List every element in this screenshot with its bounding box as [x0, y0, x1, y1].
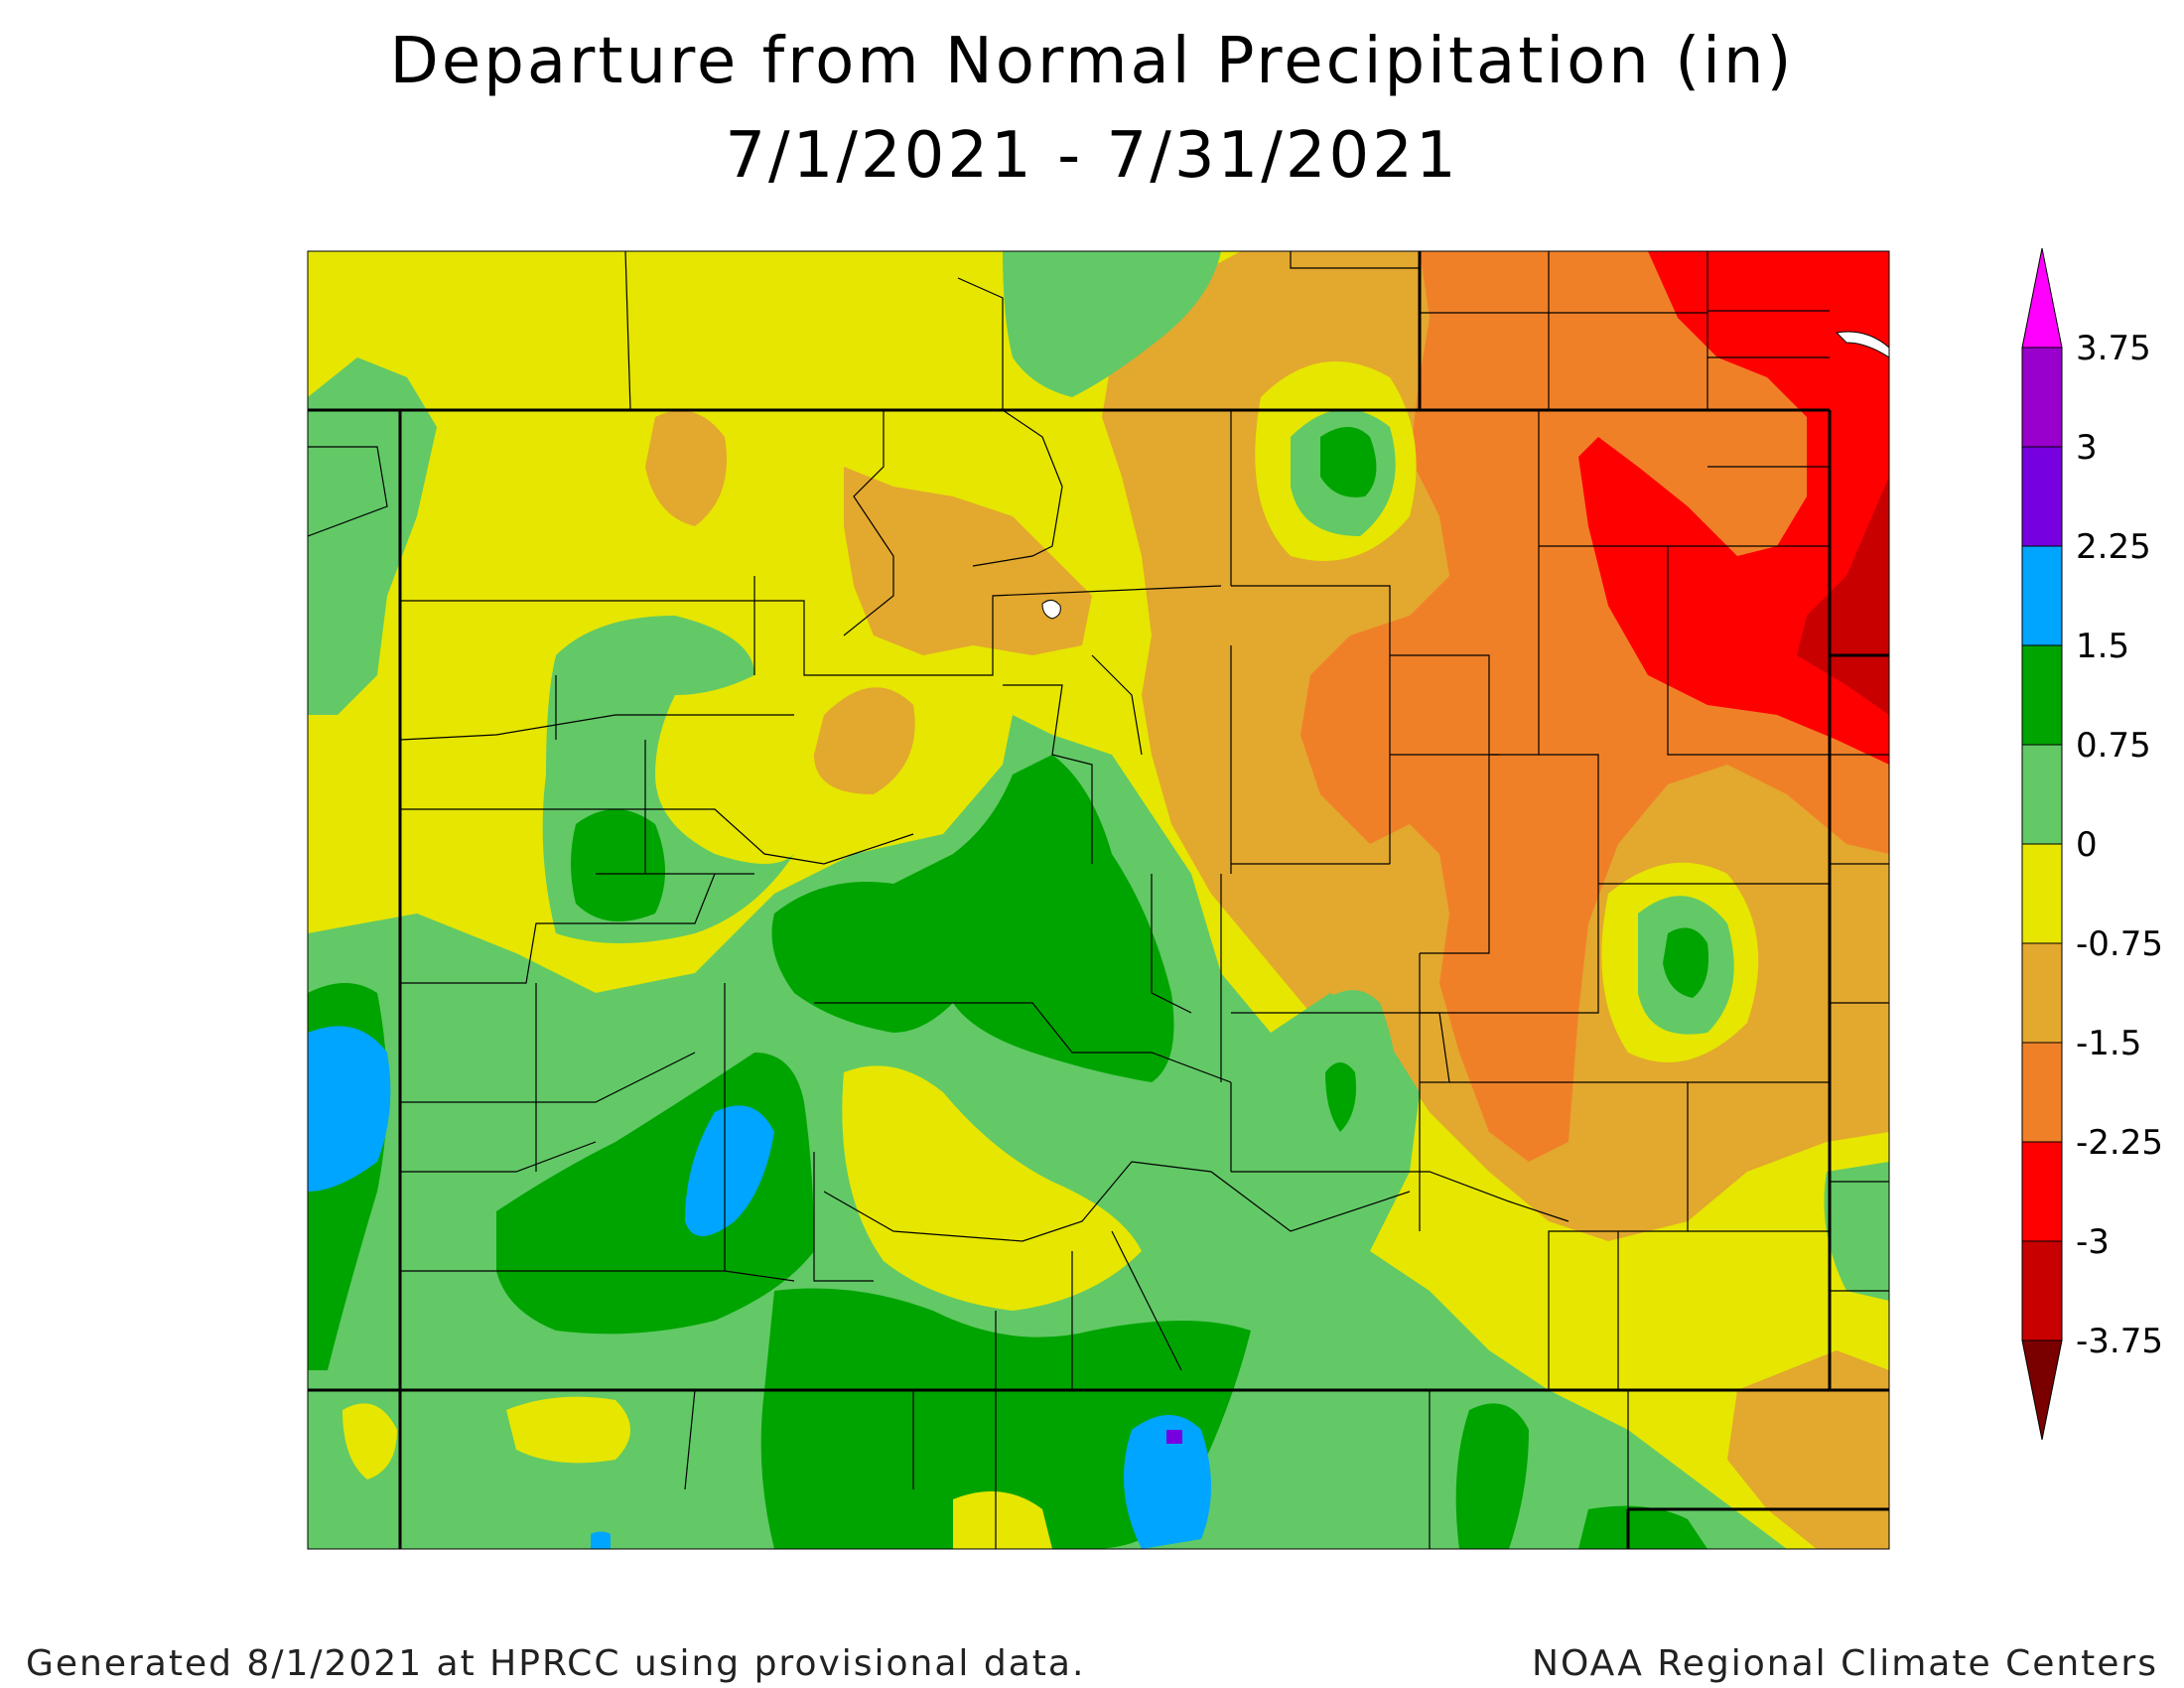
zone-dry-south-yellow: [842, 1065, 1142, 1311]
source-credit: NOAA Regional Climate Centers: [1532, 1643, 2158, 1684]
zone-very-wet-central: [771, 755, 1174, 1082]
legend-label: -3: [2076, 1222, 2110, 1262]
zone-dry-northwest-spot: [645, 410, 727, 526]
legend-swatch: [2021, 644, 2063, 746]
zone-very-dry-northeast: [1300, 251, 1889, 1162]
zone-very-wet-east-core: [1663, 927, 1708, 998]
zone-dry-south-center-yellow: [953, 1491, 1052, 1549]
state-boundaries: [308, 251, 1889, 1549]
zone-extreme-wet-south-edge: [591, 1531, 611, 1549]
zone-wet-southeast-edge: [1824, 1162, 1889, 1301]
legend-label: 1.5: [2076, 627, 2129, 666]
county-boundaries: [308, 251, 1889, 1549]
legend-label: 3.75: [2076, 329, 2151, 368]
legend-swatch: [2021, 1042, 2063, 1143]
zone-extreme-wet-west: [308, 1026, 391, 1192]
legend-label: 0.75: [2076, 726, 2151, 766]
legend-label: -2.25: [2076, 1123, 2163, 1163]
generated-note: Generated 8/1/2021 at HPRCC using provis…: [26, 1643, 1086, 1684]
zone-dry-far-southwest-yellow: [342, 1403, 397, 1479]
legend: 3.75 3 2.25 1.5 0.75 0 -0.75 -1.5 -2.25 -3 -3.75: [2021, 247, 2163, 1441]
zone-very-wet-northwest-spot: [571, 809, 665, 921]
legend-label: -0.75: [2076, 924, 2163, 964]
legend-swatch: [2021, 843, 2063, 944]
legend-swatch: [2021, 545, 2063, 646]
zone-dry-north-central: [844, 467, 1092, 655]
legend-cap-top: [2021, 247, 2063, 349]
zone-dry-southwest-yellow: [506, 1396, 630, 1464]
legend-cap-bottom: [2021, 1339, 2063, 1441]
legend-label: -3.75: [2076, 1322, 2163, 1361]
zone-very-wet-center-east-spot: [1325, 1062, 1356, 1132]
zone-extreme-wet-southwest: [685, 1105, 774, 1236]
zone-dry-central-spot: [814, 687, 915, 794]
zone-dry-southeast: [1727, 1350, 1889, 1549]
legend-swatch: [2021, 347, 2063, 448]
map-field: [308, 251, 1889, 1549]
map-date-range: 7/1/2021 - 7/31/2021: [725, 119, 1459, 193]
zone-very-wet-southeast-corner: [1578, 1505, 1707, 1549]
legend-swatch: [2021, 1240, 2063, 1341]
zone-extreme-wet-south: [1124, 1415, 1211, 1549]
zone-wet-central-band: [308, 715, 1787, 1549]
lake-northeast: [1835, 331, 1889, 358]
zone-very-wet-south-east: [1455, 1403, 1529, 1549]
zone-very-wet-northeast-core: [1320, 427, 1377, 497]
legend-swatch: [2021, 942, 2063, 1044]
legend-label: -1.5: [2076, 1024, 2141, 1063]
legend-swatch: [2021, 1141, 2063, 1242]
legend-label: 0: [2076, 825, 2098, 865]
legend-swatch: [2021, 446, 2063, 547]
lake-north: [1041, 600, 1061, 620]
zone-wet-north-green: [1003, 251, 1221, 397]
map-title: Departure from Normal Precipitation (in): [389, 25, 1795, 98]
legend-swatch: [2021, 744, 2063, 845]
map-frame: [307, 250, 1890, 1550]
legend-label: 2.25: [2076, 527, 2151, 567]
zone-peak-wet-south: [1166, 1430, 1182, 1444]
legend-label: 3: [2076, 428, 2098, 468]
